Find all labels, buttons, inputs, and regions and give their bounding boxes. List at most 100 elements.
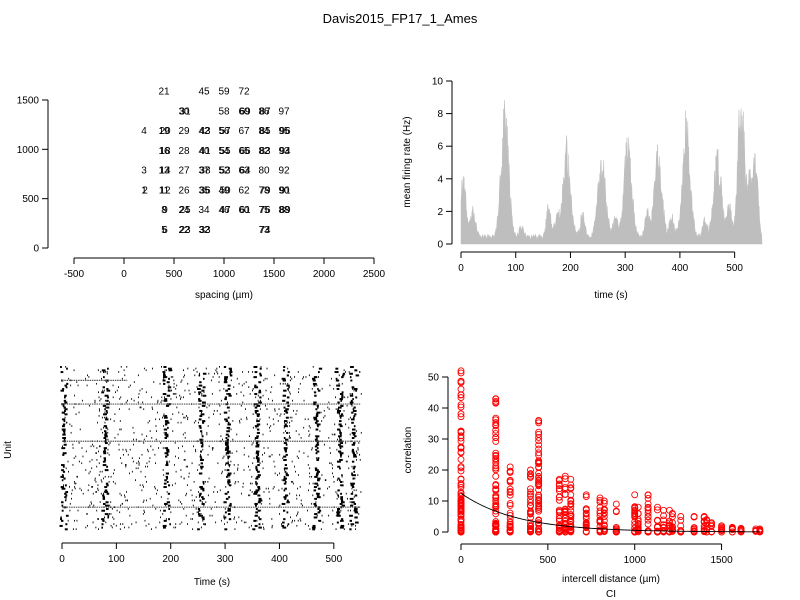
correlation-point — [535, 428, 543, 436]
unit-layout-x-tick-label: 2500 — [363, 269, 386, 280]
burst-spike — [166, 453, 169, 456]
burst-spike — [311, 526, 316, 529]
spike — [333, 480, 335, 483]
burst-spike — [200, 430, 203, 433]
burst-spike — [224, 396, 228, 399]
spike — [180, 421, 182, 424]
spike — [113, 506, 115, 509]
unit-label: 18 — [159, 146, 171, 157]
spike — [206, 406, 208, 409]
correlation-point — [654, 503, 661, 511]
burst-spike — [227, 457, 230, 460]
unit-label: 37 — [198, 166, 210, 177]
burst-spike — [163, 428, 168, 431]
burst-spike — [226, 474, 231, 477]
burst-spike — [64, 496, 67, 499]
spike — [202, 448, 204, 451]
burst-spike — [314, 445, 318, 448]
burst-spike — [314, 475, 318, 478]
spike — [352, 387, 354, 390]
spike — [279, 504, 281, 507]
spike — [289, 391, 291, 394]
spike — [168, 387, 170, 390]
spike — [176, 384, 178, 387]
spike — [208, 416, 210, 419]
spike — [264, 452, 266, 454]
spike — [298, 433, 300, 436]
spike — [98, 396, 100, 399]
burst-spike — [351, 474, 356, 477]
burst-spike — [162, 524, 167, 527]
spike — [273, 460, 275, 463]
spike — [253, 457, 255, 459]
spike — [149, 430, 151, 432]
spike — [311, 448, 313, 451]
burst-spike — [102, 497, 106, 500]
spike — [351, 404, 353, 407]
spike — [251, 491, 253, 493]
spike — [108, 443, 110, 446]
burst-spike — [316, 496, 321, 499]
burst-spike — [168, 508, 171, 511]
spike — [336, 448, 338, 451]
spike — [213, 413, 214, 416]
burst-spike — [354, 494, 358, 497]
burst-spike — [354, 521, 359, 524]
correlation-point — [492, 525, 500, 533]
spike — [356, 452, 358, 454]
unit-label: 42 — [198, 126, 210, 137]
spike — [98, 408, 100, 410]
unit-label: 28 — [178, 146, 190, 157]
spike — [67, 460, 69, 463]
spike — [321, 514, 323, 517]
spike — [304, 418, 306, 421]
spike — [114, 437, 116, 439]
burst-spike — [349, 528, 352, 531]
burst-spike — [283, 437, 286, 440]
burst-spike — [199, 438, 203, 441]
spike — [251, 482, 253, 485]
spike — [221, 372, 223, 375]
spike — [274, 409, 276, 412]
burst-spike — [283, 366, 286, 368]
burst-spike — [254, 386, 259, 389]
spike — [99, 501, 101, 503]
burst-spike — [199, 415, 203, 418]
burst-spike — [200, 413, 205, 416]
spike — [300, 499, 302, 502]
spike — [223, 514, 225, 517]
spike — [220, 519, 222, 522]
spike — [272, 399, 273, 402]
burst-spike — [337, 408, 340, 411]
burst-spike — [317, 425, 319, 428]
burst-spike — [257, 487, 261, 490]
spike — [163, 415, 165, 417]
burst-spike — [258, 391, 262, 394]
burst-spike — [349, 497, 354, 500]
correlation-point — [535, 478, 543, 486]
spike — [218, 376, 220, 378]
unit-layout-y-tick-label: 1500 — [17, 96, 40, 107]
burst-spike — [227, 491, 230, 494]
burst-spike — [284, 450, 287, 453]
burst-spike — [163, 366, 167, 368]
spike — [108, 475, 110, 478]
burst-spike — [198, 398, 201, 401]
spike — [224, 518, 226, 520]
burst-spike — [202, 518, 205, 521]
spike — [198, 496, 200, 498]
unit-label: 80 — [258, 166, 270, 177]
spike — [118, 408, 120, 410]
spike — [155, 526, 157, 529]
spike — [162, 416, 163, 419]
burst-spike — [101, 526, 104, 529]
spike — [144, 475, 146, 478]
spike — [338, 496, 340, 498]
burst-spike — [257, 464, 260, 467]
unit-label: 32 — [198, 225, 210, 236]
spike — [143, 438, 145, 441]
spike — [138, 393, 140, 395]
correlation-point — [668, 523, 676, 531]
spike — [194, 499, 195, 502]
spike — [196, 469, 198, 471]
